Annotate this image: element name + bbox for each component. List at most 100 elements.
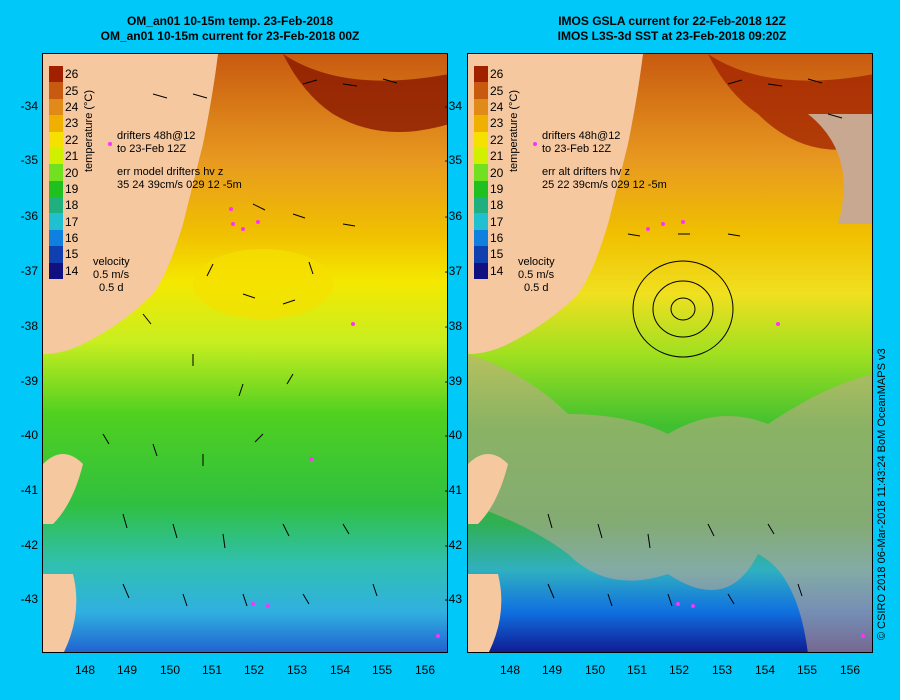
model-temperature-map[interactable]: temperature (°C) drifters 48h@12 to 23-F…	[42, 53, 448, 653]
colorbar-swatch	[49, 147, 63, 165]
colorbar-swatch	[474, 147, 488, 165]
left-velocity-label: velocity	[93, 256, 130, 268]
drifter-tracks	[108, 142, 440, 638]
right-y-axis-label: -37	[444, 264, 462, 278]
colorbar-tick-label: 21	[65, 149, 79, 164]
credit-text: © CSIRO 2018 06-Mar-2018 11:43:24 BoM Oc…	[876, 348, 888, 640]
eddy-arrows	[632, 260, 734, 358]
colorbar-swatch	[474, 229, 488, 247]
left-y-axis-label: -43	[20, 592, 38, 606]
right-x-axis-label: 155	[796, 663, 818, 677]
colorbar-tick-label: 17	[490, 214, 504, 229]
right-err-line1: err alt drifters hv z	[542, 166, 631, 178]
colorbar-tick-label: 20	[490, 165, 504, 180]
colorbar-swatch	[49, 164, 63, 182]
left-x-axis-label: 149	[116, 663, 138, 677]
colorbar-swatch	[474, 197, 488, 214]
colorbar-swatch	[49, 229, 63, 247]
right-x-axis-label: 152	[668, 663, 690, 677]
colorbar-tick-label: 16	[65, 231, 79, 246]
colorbar-tick-label: 14	[65, 263, 79, 278]
left-panel-title: OM_an01 10-15m temp. 23-Feb-2018 OM_an01…	[20, 14, 440, 44]
left-drifters-line1: drifters 48h@12	[117, 130, 196, 142]
left-title-line1: OM_an01 10-15m temp. 23-Feb-2018	[126, 14, 334, 28]
colorbar-left	[49, 66, 63, 280]
colorbar-tick-label: 26	[65, 67, 79, 82]
colorbar-swatch	[49, 66, 63, 83]
right-y-axis-label: -34	[444, 99, 462, 113]
colorbar-tick-label: 14	[490, 263, 504, 278]
left-y-axis-label: -42	[20, 538, 38, 552]
right-velocity-label: velocity	[518, 256, 555, 268]
left-x-axis-label: 153	[286, 663, 308, 677]
left-y-axis-label: -36	[20, 209, 38, 223]
right-err-line2: 25 22 39cm/s 029 12 -5m	[542, 179, 667, 191]
colorbar-tick-label: 23	[490, 116, 504, 131]
colorbar-swatch	[474, 262, 488, 280]
right-y-axis-label: -35	[444, 153, 462, 167]
colorbar-swatch	[49, 246, 63, 264]
right-y-axis-label: -40	[444, 428, 462, 442]
right-y-axis-label: -42	[444, 538, 462, 552]
colorbar-tick-label: 19	[490, 181, 504, 196]
right-x-axis-label: 154	[754, 663, 776, 677]
colorbar-tick-label: 24	[490, 99, 504, 114]
observed-sst-map[interactable]: temperature (°C) drifters 48h@12 to 23-F…	[467, 53, 873, 653]
colorbar-left-title: temperature (°C)	[83, 89, 95, 172]
right-drifters-annotation: drifters 48h@12 to 23-Feb 12Z	[542, 130, 620, 156]
colorbar-tick-label: 18	[65, 198, 79, 213]
model-map-graphic	[43, 54, 447, 652]
colorbar-tick-label: 23	[65, 116, 79, 131]
right-x-axis-label: 151	[626, 663, 648, 677]
right-y-axis-label: -39	[444, 374, 462, 388]
colorbar-right-title: temperature (°C)	[508, 89, 520, 172]
left-y-axis-label: -35	[20, 153, 38, 167]
colorbar-tick-label: 18	[490, 198, 504, 213]
right-drifters-line1: drifters 48h@12	[542, 130, 621, 142]
left-velocity-scale: 0.5 m/s	[93, 269, 130, 281]
colorbar-swatch	[474, 180, 488, 198]
colorbar-tick-label: 22	[65, 132, 79, 147]
colorbar-tick-label: 17	[65, 214, 79, 229]
colorbar-swatch	[49, 197, 63, 214]
colorbar-swatch	[474, 66, 488, 83]
colorbar-tick-label: 15	[65, 247, 79, 262]
right-drifters-line2: to 23-Feb 12Z	[542, 143, 612, 155]
left-error-annotation: err model drifters hv z 35 24 39cm/s 029…	[117, 166, 242, 192]
left-title-line2: OM_an01 10-15m current for 23-Feb-2018 0…	[100, 29, 360, 43]
colorbar-swatch	[474, 246, 488, 264]
right-y-axis-label: -43	[444, 592, 462, 606]
right-y-axis-label: -41	[444, 483, 462, 497]
right-velocity-legend: velocity 0.5 m/s 0.5 d	[518, 256, 555, 295]
left-x-axis-label: 156	[414, 663, 436, 677]
right-error-annotation: err alt drifters hv z 25 22 39cm/s 029 1…	[542, 166, 667, 192]
right-panel-title: IMOS GSLA current for 22-Feb-2018 12Z IM…	[462, 14, 882, 44]
left-y-axis-label: -38	[20, 319, 38, 333]
velocity-arrows	[102, 78, 398, 607]
colorbar-tick-label: 19	[65, 181, 79, 196]
colorbar-swatch	[49, 213, 63, 231]
colorbar-swatch	[49, 180, 63, 198]
left-x-axis-label: 150	[159, 663, 181, 677]
colorbar-tick-label: 15	[490, 247, 504, 262]
left-y-axis-label: -39	[20, 374, 38, 388]
left-x-axis-label: 148	[74, 663, 96, 677]
left-x-axis-label: 152	[243, 663, 265, 677]
colorbar-tick-label: 25	[490, 83, 504, 98]
left-err-line1: err model drifters hv z	[117, 166, 224, 178]
left-y-axis-label: -41	[20, 483, 38, 497]
right-x-axis-label: 153	[711, 663, 733, 677]
colorbar-tick-label: 22	[490, 132, 504, 147]
colorbar-tick-label: 25	[65, 83, 79, 98]
left-y-axis-label: -34	[20, 99, 38, 113]
colorbar-swatch	[474, 164, 488, 182]
colorbar-swatch	[49, 131, 63, 149]
observed-map-graphic	[468, 54, 872, 652]
right-title-line1: IMOS GSLA current for 22-Feb-2018 12Z	[558, 14, 786, 28]
right-x-axis-label: 149	[541, 663, 563, 677]
colorbar-swatch	[49, 262, 63, 280]
colorbar-tick-label: 26	[490, 67, 504, 82]
left-velocity-legend: velocity 0.5 m/s 0.5 d	[93, 256, 130, 295]
colorbar-swatch	[49, 115, 63, 133]
right-velocity-scale: 0.5 m/s	[518, 269, 555, 281]
